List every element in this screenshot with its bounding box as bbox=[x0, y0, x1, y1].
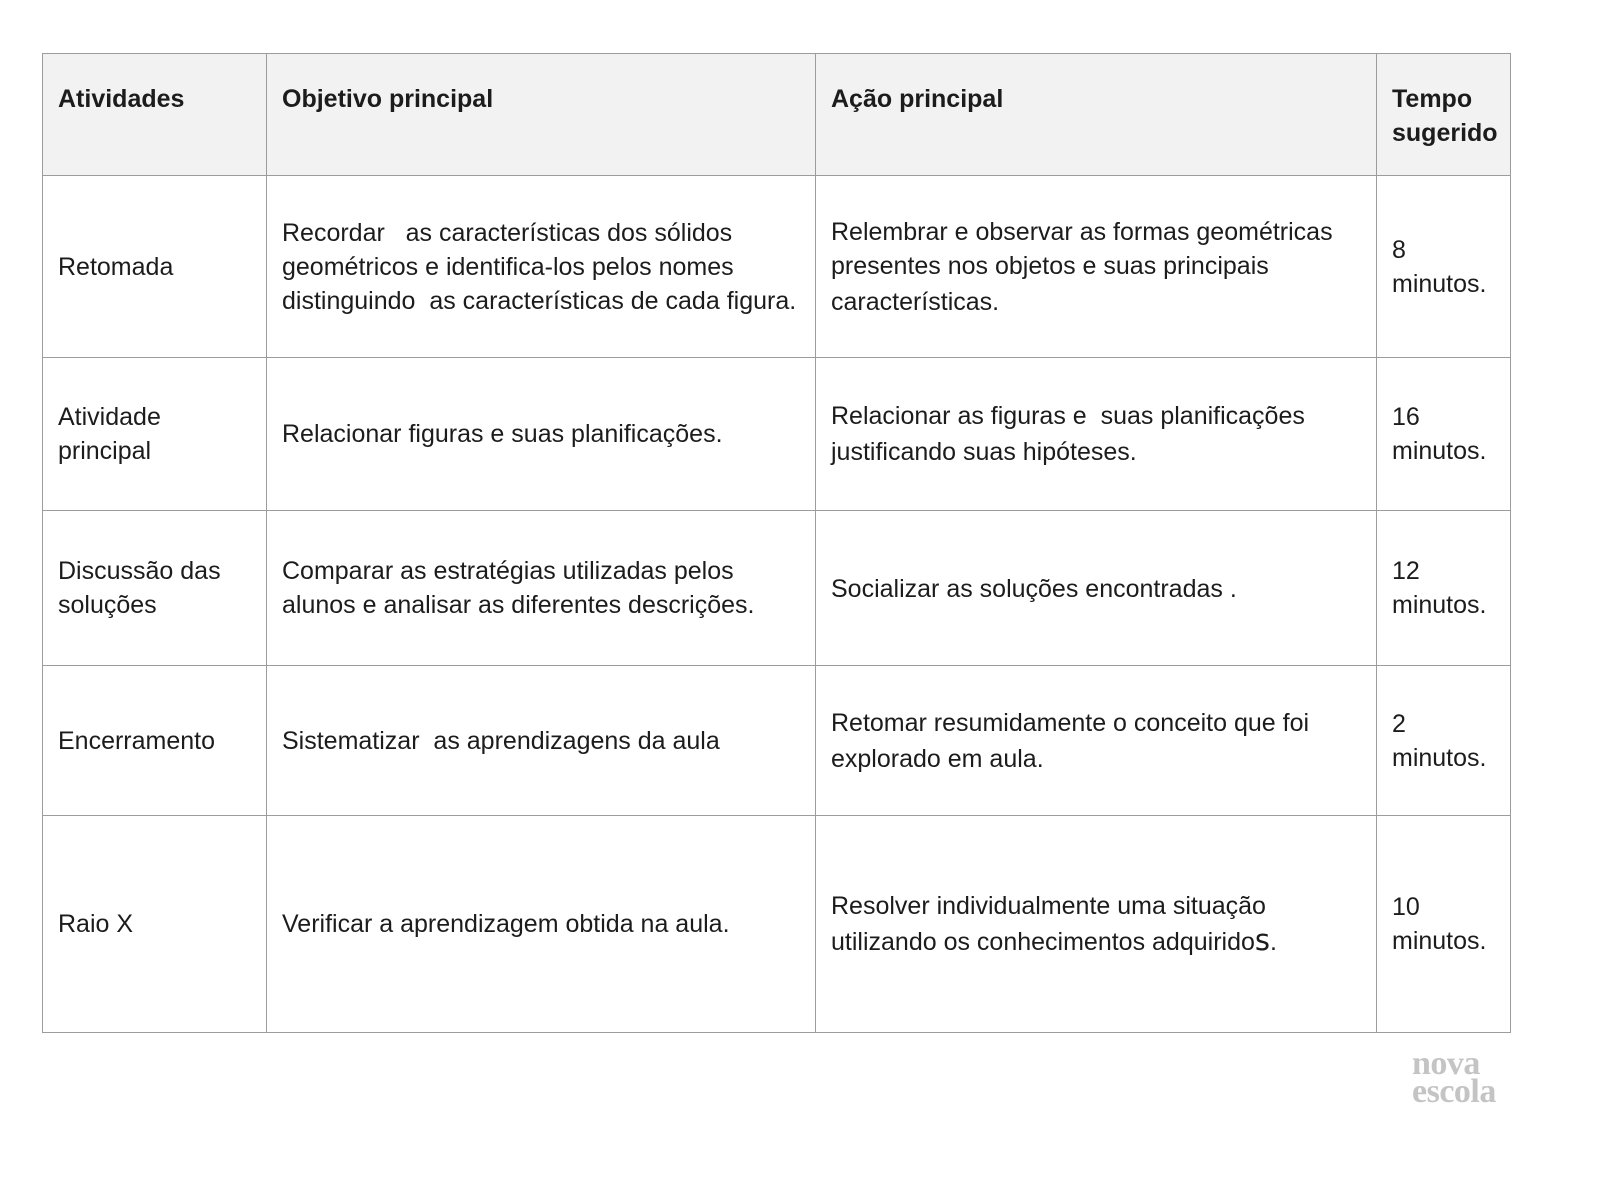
table-row: Encerramento Sistematizar as aprendizage… bbox=[42, 665, 1511, 816]
objective-cell: Relacionar figuras e suas planificações. bbox=[266, 357, 816, 511]
logo-line-1: nova bbox=[1412, 1045, 1480, 1082]
header-cell-acao-principal: Ação principal bbox=[815, 53, 1377, 176]
action-text: Retomar resumidamente o conceito que foi… bbox=[831, 708, 1316, 773]
activity-cell: Discussão das soluções bbox=[42, 510, 267, 666]
objective-text: Comparar as estratégias utilizadas pelos… bbox=[282, 557, 755, 619]
lesson-plan-table: Atividades Objetivo principal Ação princ… bbox=[42, 53, 1511, 1033]
activity-cell: Encerramento bbox=[42, 665, 267, 816]
objective-cell: Recordar as características dos sólidos … bbox=[266, 175, 816, 358]
activity-label: Retomada bbox=[58, 252, 174, 281]
action-text: Socializar as soluções encontradas . bbox=[831, 575, 1237, 603]
time-value: 10 bbox=[1392, 893, 1420, 921]
header-cell-atividades: Atividades bbox=[42, 53, 267, 176]
action-cell: Relembrar e observar as formas geométric… bbox=[815, 175, 1377, 358]
nova-escola-logo: nova escola bbox=[1412, 1045, 1496, 1110]
time-value: 12 bbox=[1392, 557, 1420, 585]
table-row: Retomada Recordar as características dos… bbox=[42, 175, 1511, 358]
action-cell: Socializar as soluções encontradas . bbox=[815, 510, 1377, 666]
logo-line-2: escola bbox=[1412, 1073, 1496, 1110]
time-cell: 2 minutos. bbox=[1376, 665, 1511, 816]
header-cell-objetivo-principal: Objetivo principal bbox=[266, 53, 816, 176]
time-unit: minutos. bbox=[1392, 591, 1487, 619]
objective-cell: Verificar a aprendizagem obtida na aula. bbox=[266, 815, 816, 1033]
action-text-end: . bbox=[1270, 928, 1277, 956]
time-unit: minutos. bbox=[1392, 437, 1487, 465]
time-cell: 12 minutos. bbox=[1376, 510, 1511, 666]
time-value: 8 bbox=[1392, 235, 1406, 264]
time-value: 2 bbox=[1392, 709, 1406, 738]
action-text: Resolver individualmente uma situação ut… bbox=[831, 892, 1273, 956]
action-text: Relembrar e observar as formas geométric… bbox=[831, 217, 1340, 316]
time-unit: minutos. bbox=[1392, 927, 1487, 955]
objective-cell: Sistematizar as aprendizagens da aula bbox=[266, 665, 816, 816]
action-cell: Resolver individualmente uma situação ut… bbox=[815, 815, 1377, 1033]
time-cell: 10 minutos. bbox=[1376, 815, 1511, 1033]
time-unit: minutos. bbox=[1392, 743, 1487, 772]
time-cell: 16 minutos. bbox=[1376, 357, 1511, 511]
action-text: Relacionar as figuras e suas planificaçõ… bbox=[831, 402, 1312, 466]
time-cell: 8 minutos. bbox=[1376, 175, 1511, 358]
time-value: 16 bbox=[1392, 403, 1420, 431]
action-cell: Relacionar as figuras e suas planificaçõ… bbox=[815, 357, 1377, 511]
activity-label: Discussão das soluções bbox=[58, 557, 228, 619]
objective-cell: Comparar as estratégias utilizadas pelos… bbox=[266, 510, 816, 666]
objective-text: Recordar as características dos sólidos … bbox=[282, 218, 797, 315]
table-row: Discussão das soluções Comparar as estra… bbox=[42, 510, 1511, 666]
objective-text: Verificar a aprendizagem obtida na aula. bbox=[282, 910, 730, 938]
activity-cell: Retomada bbox=[42, 175, 267, 358]
table-row: Raio X Verificar a aprendizagem obtida n… bbox=[42, 815, 1511, 1033]
activity-label: Encerramento bbox=[58, 726, 216, 755]
activity-cell: Atividade principal bbox=[42, 357, 267, 511]
action-text-suffix: s bbox=[1254, 923, 1270, 957]
action-cell: Retomar resumidamente o conceito que foi… bbox=[815, 665, 1377, 816]
objective-text: Relacionar figuras e suas planificações. bbox=[282, 420, 723, 448]
table-header-row: Atividades Objetivo principal Ação princ… bbox=[42, 53, 1511, 176]
objective-text: Sistematizar as aprendizagens da aula bbox=[282, 726, 720, 755]
activity-label: Raio X bbox=[58, 910, 134, 938]
table-row: Atividade principal Relacionar figuras e… bbox=[42, 357, 1511, 511]
activity-label: Atividade principal bbox=[58, 403, 168, 465]
header-cell-tempo-sugerido: Tempo sugerido bbox=[1376, 53, 1511, 176]
time-unit: minutos. bbox=[1392, 269, 1487, 298]
activity-cell: Raio X bbox=[42, 815, 267, 1033]
